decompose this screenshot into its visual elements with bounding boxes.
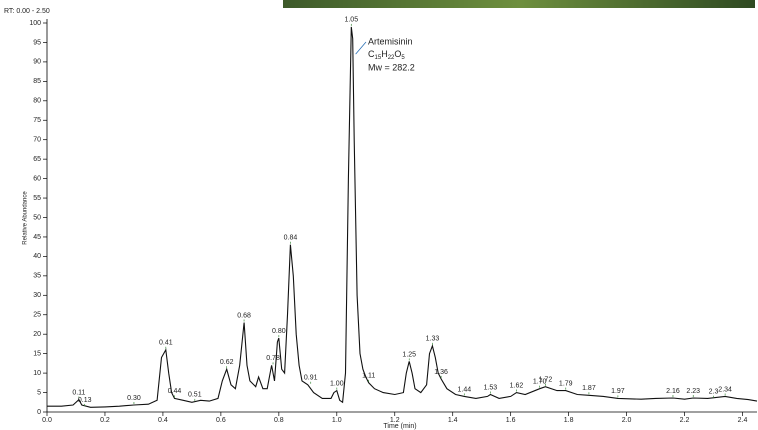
y-axis-label: Relative Abundance — [23, 191, 29, 245]
peak-label: 1.25 — [402, 351, 416, 358]
peak-label: 0.91 — [304, 375, 318, 382]
x-tick-label: 2.2 — [680, 417, 690, 424]
photo-strip — [283, 0, 755, 8]
x-axis-label: Time (min) — [383, 423, 416, 430]
y-tick-label: 50 — [33, 214, 41, 221]
peak-label: 2.34 — [718, 386, 732, 393]
peak-label: 0.68 — [237, 312, 251, 319]
x-tick-label: 1.8 — [564, 417, 574, 424]
chart: RT: 0.00 - 2.50 Time (min) Relative Abun… — [0, 0, 758, 430]
peak-label: 1.05 — [344, 17, 358, 24]
y-tick-label: 20 — [33, 331, 41, 338]
annotation-name: Artemisinin — [368, 36, 413, 46]
y-tick-label: 30 — [33, 292, 41, 299]
peak-label: 0.62 — [220, 359, 234, 366]
peak-label: 2.3 — [709, 389, 719, 396]
peak-label: 1.72 — [539, 377, 553, 384]
y-tick-label: 55 — [33, 195, 41, 202]
y-tick-label: 25 — [33, 312, 41, 319]
y-tick-label: 65 — [33, 156, 41, 163]
peak-label: 0.80 — [272, 328, 286, 335]
peak-label: 1.53 — [484, 384, 498, 391]
peak-label: 0.30 — [127, 395, 141, 402]
x-tick-label: 0.6 — [216, 417, 226, 424]
annotation-formula: C15H22O5 — [368, 49, 405, 60]
x-tick-label: 2.0 — [622, 417, 632, 424]
peak-label: 1.44 — [457, 386, 471, 393]
peak-label: 1.87 — [582, 385, 596, 392]
y-tick-label: 45 — [33, 234, 41, 241]
x-tick-label: 1.0 — [332, 417, 342, 424]
peak-label: 0.44 — [168, 388, 182, 395]
peak-label: 1.33 — [426, 336, 440, 343]
x-tick-label: 2.4 — [738, 417, 748, 424]
peak-label: 0.78 — [266, 355, 280, 362]
peak-label: 0.41 — [159, 340, 173, 347]
x-tick-label: 1.4 — [448, 417, 458, 424]
x-tick-label: 1.2 — [390, 417, 400, 424]
trace — [47, 27, 757, 407]
y-tick-label: 70 — [33, 137, 41, 144]
x-tick-label: 0.8 — [274, 417, 284, 424]
peak-label: 1.11 — [362, 373, 375, 380]
y-tick-label: 75 — [33, 117, 41, 124]
formula-part: O — [394, 49, 401, 59]
peak-label: 1.36 — [434, 369, 448, 376]
x-tick-label: 0.0 — [42, 417, 52, 424]
peak-label: 0.11 — [72, 389, 85, 396]
y-tick-label: 95 — [33, 39, 41, 46]
x-tick-label: 0.4 — [158, 417, 168, 424]
peak-label: 1.97 — [611, 388, 625, 395]
peak-label: 0.13 — [78, 397, 92, 404]
annotation-leader — [356, 42, 366, 54]
chart-title: RT: 0.00 - 2.50 — [4, 8, 50, 15]
x-tick-label: 0.2 — [100, 417, 110, 424]
formula-part: 5 — [401, 55, 405, 61]
y-tick-label: 100 — [29, 20, 41, 27]
y-tick-label: 35 — [33, 273, 41, 280]
y-tick-label: 85 — [33, 78, 41, 85]
peak-label: 2.23 — [686, 388, 700, 395]
peak-label: 2.16 — [666, 388, 680, 395]
peak-label: 1.79 — [559, 380, 573, 387]
annotation-mw: Mw = 282.2 — [368, 62, 415, 72]
y-tick-label: 80 — [33, 98, 41, 105]
peak-label: 0.51 — [188, 392, 202, 399]
y-tick-label: 60 — [33, 175, 41, 182]
peak-label: 1.62 — [510, 382, 524, 389]
y-tick-label: 40 — [33, 253, 41, 260]
x-tick-label: 1.6 — [506, 417, 516, 424]
peak-label: 1.00 — [330, 380, 344, 387]
peak-label: 0.84 — [284, 235, 298, 242]
y-tick-label: 10 — [33, 370, 41, 377]
y-tick-label: 15 — [33, 350, 41, 357]
y-tick-label: 90 — [33, 59, 41, 66]
y-tick-label: 0 — [37, 409, 41, 416]
y-tick-label: 5 — [37, 389, 41, 396]
